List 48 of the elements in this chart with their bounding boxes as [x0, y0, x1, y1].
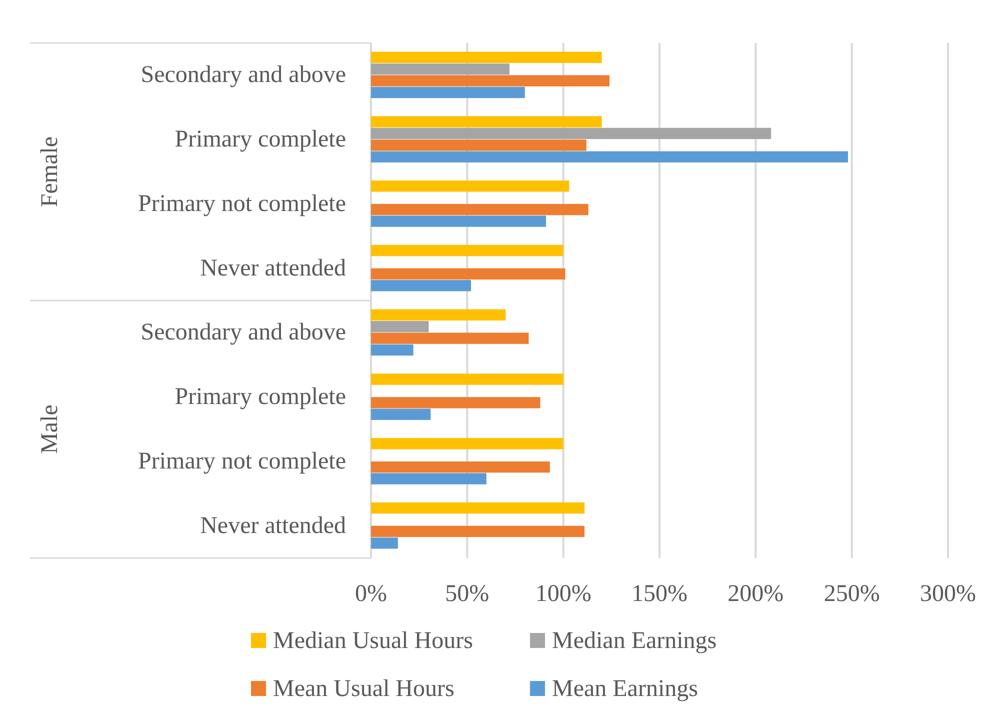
x-tick-label: 250% [824, 581, 880, 607]
bar [371, 216, 546, 227]
y-tick-label: Primary complete [174, 126, 346, 153]
bar [371, 320, 429, 332]
y-tick-label: Secondary and above [140, 320, 346, 346]
bar [371, 268, 566, 280]
bar [371, 309, 506, 320]
x-tick-label: 150% [632, 581, 688, 607]
bar [371, 473, 486, 484]
bar [371, 63, 510, 75]
bar [371, 52, 602, 63]
bar [371, 86, 525, 98]
legend-label: Mean Earnings [552, 676, 698, 702]
x-tick-label: 300% [920, 581, 976, 607]
bar [371, 204, 588, 216]
x-tick-label: 100% [535, 581, 592, 607]
bar [371, 538, 398, 549]
bar [371, 526, 584, 538]
y-tick-label: Primary not complete [138, 448, 346, 474]
bar [371, 244, 564, 256]
y-tick-label: Never attended [200, 255, 346, 282]
bar [371, 280, 472, 292]
bar [371, 140, 586, 151]
x-tick-label: 50% [445, 581, 490, 607]
bar [371, 438, 564, 450]
bar [371, 116, 602, 128]
y-tick-label: Primary not complete [138, 190, 346, 217]
x-tick-label: 0% [355, 581, 387, 607]
bar [371, 151, 848, 162]
text: Female [37, 136, 63, 208]
y-tick-label: Primary complete [174, 384, 346, 410]
bar [371, 344, 414, 356]
y-tick-label: Never attended [200, 512, 346, 539]
bar [371, 128, 772, 140]
bar [371, 332, 529, 344]
bar [371, 397, 540, 408]
legend-label: Mean Usual Hours [273, 676, 454, 702]
legend-label: Median Earnings [552, 628, 717, 654]
bar [371, 374, 564, 385]
x-tick-label: 200% [728, 581, 784, 607]
y-tick-label: Secondary and above [140, 62, 346, 88]
bar [371, 180, 570, 192]
bar [371, 461, 550, 473]
legend-label: Median Usual Hours [273, 628, 473, 654]
bar [371, 502, 584, 514]
bar [371, 408, 431, 420]
text: Male [37, 404, 63, 454]
bar [371, 75, 610, 86]
